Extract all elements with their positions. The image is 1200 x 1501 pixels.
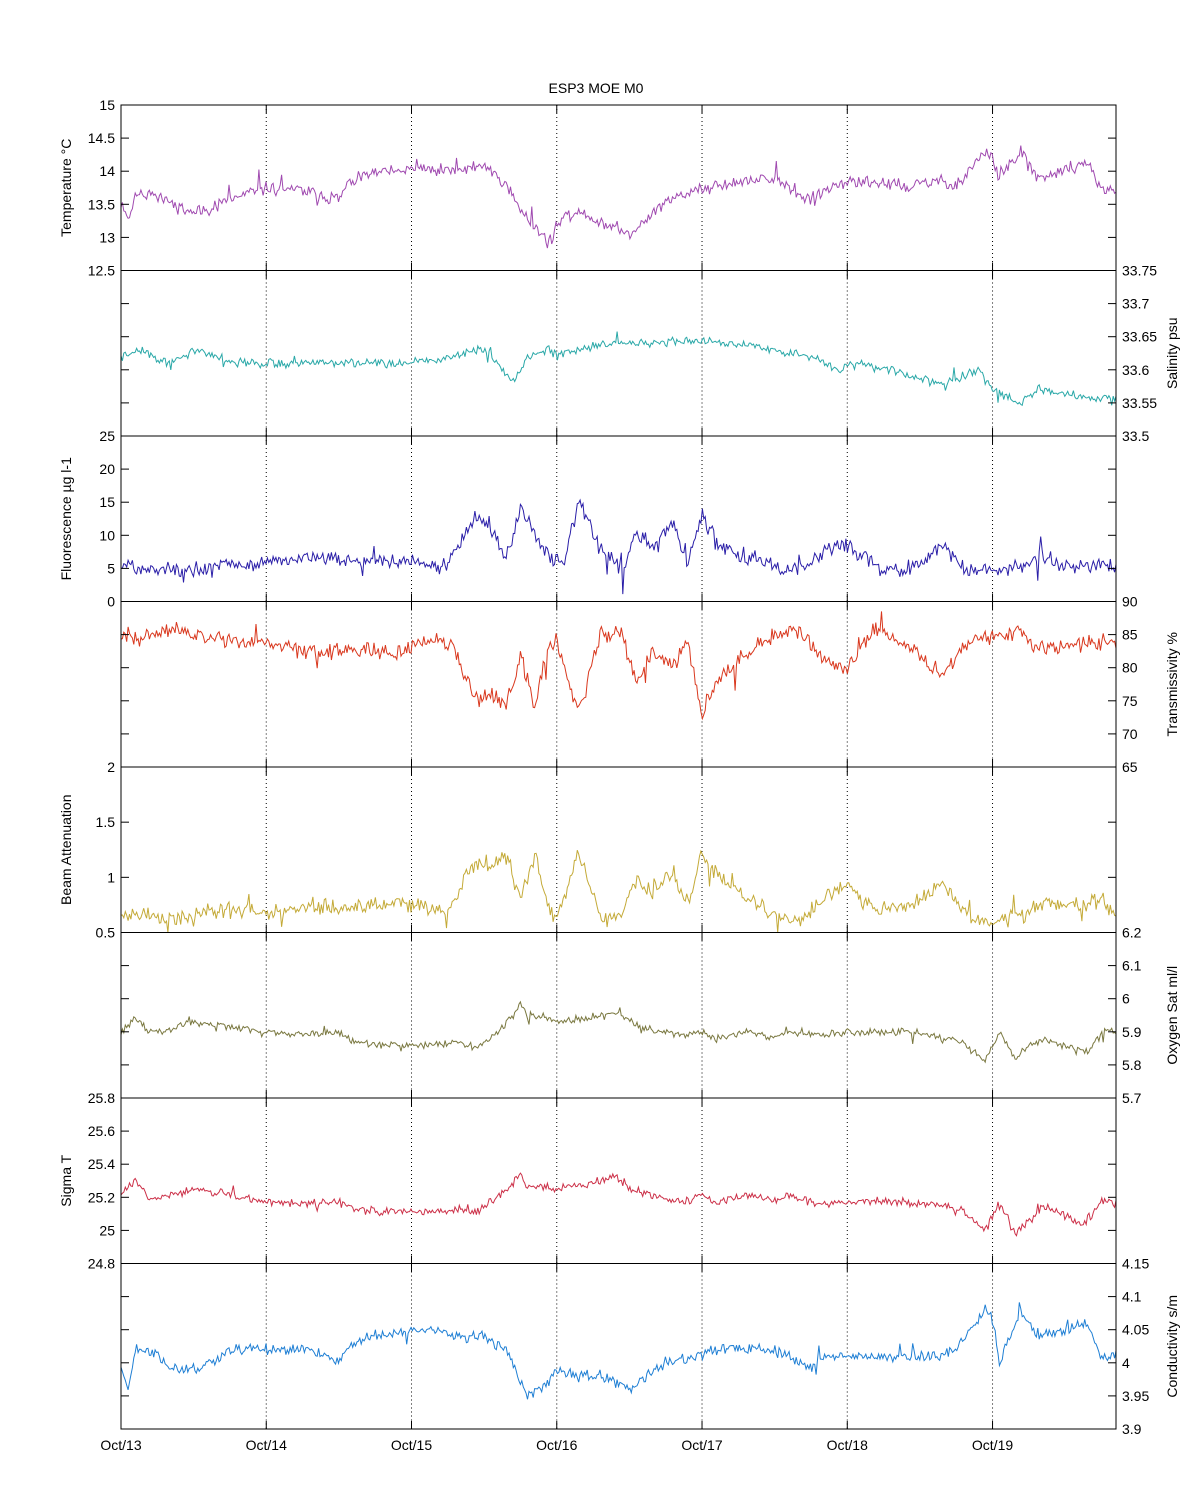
ytick-label-fluorescence-5: 25 — [99, 428, 115, 444]
panel-conductivity: 3.9 3.95 4 4.05 4.1 4.15 Conductivity s/m — [120, 1256, 1180, 1437]
xtick-label-4: Oct/17 — [681, 1437, 722, 1453]
ytick-label-temperature-2: 13.5 — [88, 196, 115, 212]
ytick-label-oxygen-5: 6.2 — [1122, 925, 1142, 941]
ytick-label-conductivity-3: 4.05 — [1122, 1322, 1149, 1338]
ytick-label-conductivity-0: 3.9 — [1122, 1421, 1142, 1437]
ytick-label-beam_attenuation-0: 0.5 — [96, 925, 116, 941]
ytick-label-temperature-4: 14.5 — [88, 130, 115, 146]
series-line-transmissivity — [120, 611, 1117, 721]
ylabel-salinity: Salinity psu — [1164, 317, 1180, 389]
ytick-label-oxygen-4: 6.1 — [1122, 958, 1142, 974]
ylabel-transmissivity: Transmissivity % — [1164, 632, 1180, 737]
series-line-salinity — [120, 331, 1117, 407]
panel-salinity: 33.5 33.55 33.6 33.65 33.7 33.75 Salinity psu — [120, 263, 1180, 444]
chart-title: ESP3 MOE M0 — [549, 80, 644, 96]
panel-frame-conductivity — [120, 1263, 1117, 1430]
ytick-label-temperature-1: 13 — [99, 229, 115, 245]
ytick-label-transmissivity-5: 90 — [1122, 594, 1138, 610]
ylabel-sigma_t: Sigma T — [58, 1154, 74, 1206]
series-line-temperature — [120, 145, 1117, 249]
series-line-sigma_t — [120, 1172, 1117, 1237]
ytick-label-transmissivity-3: 80 — [1122, 660, 1138, 676]
ytick-label-oxygen-1: 5.8 — [1122, 1057, 1142, 1073]
series-line-oxygen — [120, 1000, 1117, 1064]
ytick-label-sigma_t-3: 25.4 — [88, 1156, 115, 1172]
ytick-label-beam_attenuation-1: 1 — [107, 869, 115, 885]
ytick-label-oxygen-3: 6 — [1122, 991, 1130, 1007]
ytick-label-fluorescence-3: 15 — [99, 494, 115, 510]
ytick-label-sigma_t-4: 25.6 — [88, 1123, 115, 1139]
xtick-label-2: Oct/15 — [391, 1437, 432, 1453]
panel-beam_attenuation: 0.5 1 1.5 2 Beam Attenuation — [58, 759, 1117, 941]
series-line-beam_attenuation — [120, 849, 1117, 933]
ytick-label-sigma_t-2: 25.2 — [88, 1189, 115, 1205]
ylabel-beam_attenuation: Beam Attenuation — [58, 794, 74, 905]
ytick-label-transmissivity-0: 65 — [1122, 759, 1138, 775]
ytick-label-transmissivity-1: 70 — [1122, 726, 1138, 742]
ylabel-oxygen: Oxygen Sat ml/l — [1164, 966, 1180, 1065]
ytick-label-fluorescence-4: 20 — [99, 461, 115, 477]
series-line-fluorescence — [120, 498, 1117, 595]
ytick-label-conductivity-4: 4.1 — [1122, 1289, 1142, 1305]
ytick-label-fluorescence-1: 5 — [107, 560, 115, 576]
xtick-label-5: Oct/18 — [827, 1437, 868, 1453]
ytick-label-fluorescence-2: 10 — [99, 527, 115, 543]
ytick-label-salinity-2: 33.6 — [1122, 362, 1149, 378]
x-axis-tick-labels: Oct/13 Oct/14 Oct/15 Oct/16 Oct/17 Oct/18 Oct/… — [100, 1437, 1013, 1453]
ytick-label-salinity-3: 33.65 — [1122, 329, 1157, 345]
ytick-label-fluorescence-0: 0 — [107, 594, 115, 610]
ytick-label-conductivity-5: 4.15 — [1122, 1256, 1149, 1272]
ytick-label-beam_attenuation-2: 1.5 — [96, 814, 116, 830]
ytick-label-salinity-0: 33.5 — [1122, 428, 1149, 444]
series-line-conductivity — [120, 1302, 1117, 1400]
ytick-label-temperature-3: 14 — [99, 163, 115, 179]
ytick-label-salinity-5: 33.75 — [1122, 263, 1157, 279]
ylabel-temperature: Temperature °C — [58, 139, 74, 237]
ylabel-conductivity: Conductivity s/m — [1164, 1295, 1180, 1398]
ytick-label-conductivity-1: 3.95 — [1122, 1388, 1149, 1404]
xtick-label-1: Oct/14 — [246, 1437, 287, 1453]
ytick-label-oxygen-0: 5.7 — [1122, 1090, 1142, 1106]
xtick-label-6: Oct/19 — [972, 1437, 1013, 1453]
ytick-label-temperature-0: 12.5 — [88, 263, 115, 279]
ytick-label-oxygen-2: 5.9 — [1122, 1024, 1142, 1040]
ytick-label-transmissivity-2: 75 — [1122, 693, 1138, 709]
ytick-label-conductivity-2: 4 — [1122, 1355, 1130, 1371]
xtick-label-0: Oct/13 — [100, 1437, 141, 1453]
ytick-label-salinity-4: 33.7 — [1122, 296, 1149, 312]
ylabel-fluorescence: Fluorescence µg l-1 — [58, 457, 74, 580]
ytick-label-salinity-1: 33.55 — [1122, 395, 1157, 411]
ytick-label-temperature-5: 15 — [99, 97, 115, 113]
ytick-label-transmissivity-4: 85 — [1122, 627, 1138, 643]
ytick-label-sigma_t-5: 25.8 — [88, 1090, 115, 1106]
ytick-label-sigma_t-1: 25 — [99, 1222, 115, 1238]
xtick-label-3: Oct/16 — [536, 1437, 577, 1453]
ytick-label-beam_attenuation-3: 2 — [107, 759, 115, 775]
ytick-label-sigma_t-0: 24.8 — [88, 1256, 115, 1272]
